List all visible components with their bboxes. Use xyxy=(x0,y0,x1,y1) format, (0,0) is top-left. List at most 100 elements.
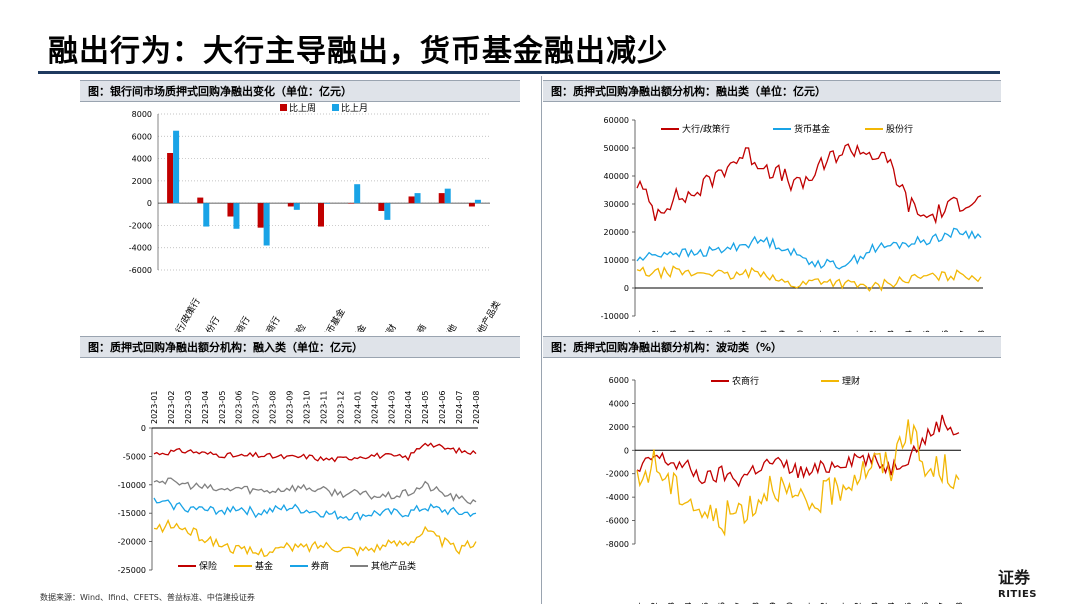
x-tick-label: 2023-03 xyxy=(667,602,676,604)
x-tick-label: 2023-03 xyxy=(184,391,193,424)
x-tick-label: 2023-09 xyxy=(778,330,787,332)
panel-title: 图：质押式回购净融出额分机构：融出类（单位：亿元） xyxy=(543,80,1001,102)
legend-label: 基金 xyxy=(255,560,273,572)
series-line xyxy=(636,414,960,488)
x-tick-label: 股份行 xyxy=(198,314,222,332)
legend-label: 理财 xyxy=(842,375,860,387)
x-tick-label: 2023-04 xyxy=(201,391,210,424)
logo-sub: RITIES xyxy=(998,589,1037,600)
series-line xyxy=(153,477,477,505)
y-tick-label: 10000 xyxy=(604,256,629,265)
x-tick-label: 保险 xyxy=(289,322,308,332)
y-tick-label: -6000 xyxy=(129,266,152,275)
x-tick-label: 城商行 xyxy=(229,314,253,332)
title-rule xyxy=(38,71,1000,74)
series-line xyxy=(153,442,477,463)
x-tick-label: 2023-10 xyxy=(303,391,312,424)
y-tick-label: -2000 xyxy=(606,470,629,479)
line-chart-borrowers: -25000 -20000 -15000 -10000 -5000 0 2023-01 202… xyxy=(118,391,481,575)
bar xyxy=(468,203,475,207)
y-tick-label: 0 xyxy=(624,446,629,455)
legend-label: 农商行 xyxy=(732,375,759,387)
series-line xyxy=(153,518,477,558)
series-line xyxy=(636,265,982,292)
panel-divider xyxy=(541,76,542,604)
x-tick-label: 2023-11 xyxy=(802,602,811,604)
bar xyxy=(378,203,385,211)
y-tick-label: -4000 xyxy=(129,244,152,253)
x-tick-label: 2023-09 xyxy=(769,602,778,604)
company-logo: 证券 RITIES xyxy=(998,569,1037,603)
bar xyxy=(324,203,330,204)
y-tick-label: -8000 xyxy=(606,540,629,549)
y-tick-label: 20000 xyxy=(604,228,629,237)
x-tick-label: 2024-02 xyxy=(370,391,379,424)
x-tick-label: 2024-07 xyxy=(959,330,968,332)
x-tick-label: 2024-05 xyxy=(923,330,932,332)
x-tick-label: 2023-10 xyxy=(786,602,795,604)
legend-label: 比上周 xyxy=(289,102,316,114)
legend-label: 券商 xyxy=(311,560,329,572)
x-tick-label: 2023-11 xyxy=(319,391,328,424)
bar xyxy=(384,203,391,220)
x-tick-label: 2024-01 xyxy=(850,330,859,332)
x-tick-label: 2024-06 xyxy=(941,330,950,332)
x-tick-label: 货币基金 xyxy=(319,306,347,332)
bar xyxy=(263,203,270,246)
x-tick-label: 2023-11 xyxy=(814,330,823,332)
y-tick-label: -15000 xyxy=(118,509,146,518)
x-tick-label: 基金 xyxy=(349,322,368,332)
x-tick-label: 2023-12 xyxy=(832,330,841,332)
x-tick-label: 2023-08 xyxy=(760,330,769,332)
y-tick-label: 4000 xyxy=(609,399,629,408)
legend-label: 其他产品类 xyxy=(371,560,416,572)
legend-label: 保险 xyxy=(199,560,217,572)
panel-title: 图：质押式回购净融出额分机构：融入类（单位：亿元） xyxy=(80,336,520,358)
y-tick-label: -10000 xyxy=(118,481,146,490)
x-tick-label: 2023-12 xyxy=(336,391,345,424)
series-line xyxy=(636,227,982,270)
legend-label: 大行/政策行 xyxy=(682,123,730,135)
panel-line-borrowers: 图：质押式回购净融出额分机构：融入类（单位：亿元） -25000 -20000 -1… xyxy=(80,336,520,584)
bar xyxy=(257,203,264,228)
y-tick-label: 6000 xyxy=(132,132,152,141)
bar xyxy=(197,197,204,204)
panel-bar-net-change: 图：银行间市场质押式回购净融出变化（单位：亿元） -6000 -4000 -2000… xyxy=(80,80,520,332)
x-tick-label: 2023-06 xyxy=(724,330,733,332)
panel-line-lenders: 图：质押式回购净融出额分机构：融出类（单位：亿元） -10000 0 10000 20… xyxy=(543,80,1001,332)
x-tick-label: 2024-04 xyxy=(887,602,896,604)
x-tick-label: 2023-03 xyxy=(669,330,678,332)
line-chart-volatile: -8000 -6000 -4000 -2000 0 2000 4000 6000 2023-01… xyxy=(606,375,964,604)
x-tick-label: 2024-07 xyxy=(938,602,947,604)
series-line xyxy=(636,143,982,225)
x-tick-label: 2023-06 xyxy=(235,391,244,424)
panel-title: 图：质押式回购净融出额分机构：波动类（%） xyxy=(543,336,1001,358)
y-tick-label: 2000 xyxy=(132,177,152,186)
y-tick-label: 0 xyxy=(624,284,629,293)
x-tick-label: 农商行 xyxy=(259,314,283,332)
y-tick-label: -10000 xyxy=(601,312,629,321)
x-tick-label: 2023-10 xyxy=(796,330,805,332)
bar xyxy=(318,203,324,227)
bar xyxy=(408,196,415,204)
x-tick-label: 2023-07 xyxy=(742,330,751,332)
legend-label: 股份行 xyxy=(886,123,913,135)
bar xyxy=(203,203,210,227)
x-tick-label: 2023-05 xyxy=(701,602,710,604)
y-tick-label: -6000 xyxy=(606,517,629,526)
x-tick-label: 理财 xyxy=(380,322,399,332)
bar xyxy=(354,184,361,204)
x-tick-label: 2024-04 xyxy=(404,391,413,424)
y-tick-label: 40000 xyxy=(604,172,629,181)
x-tick-label: 2023-05 xyxy=(218,391,227,424)
x-tick-label: 2024-08 xyxy=(955,602,964,604)
legend-swatch xyxy=(332,104,339,111)
x-tick-label: 2024-01 xyxy=(836,602,845,604)
x-tick-label: 2023-08 xyxy=(752,602,761,604)
x-tick-label: 2023-08 xyxy=(269,391,278,424)
y-tick-label: -4000 xyxy=(606,493,629,502)
source-note: 数据来源：Wind、Ifind、CFETS、普益标准、中信建投证券 xyxy=(40,593,255,602)
x-tick-label: 2024-03 xyxy=(870,602,879,604)
series-line xyxy=(636,419,960,537)
y-tick-label: 30000 xyxy=(604,200,629,209)
